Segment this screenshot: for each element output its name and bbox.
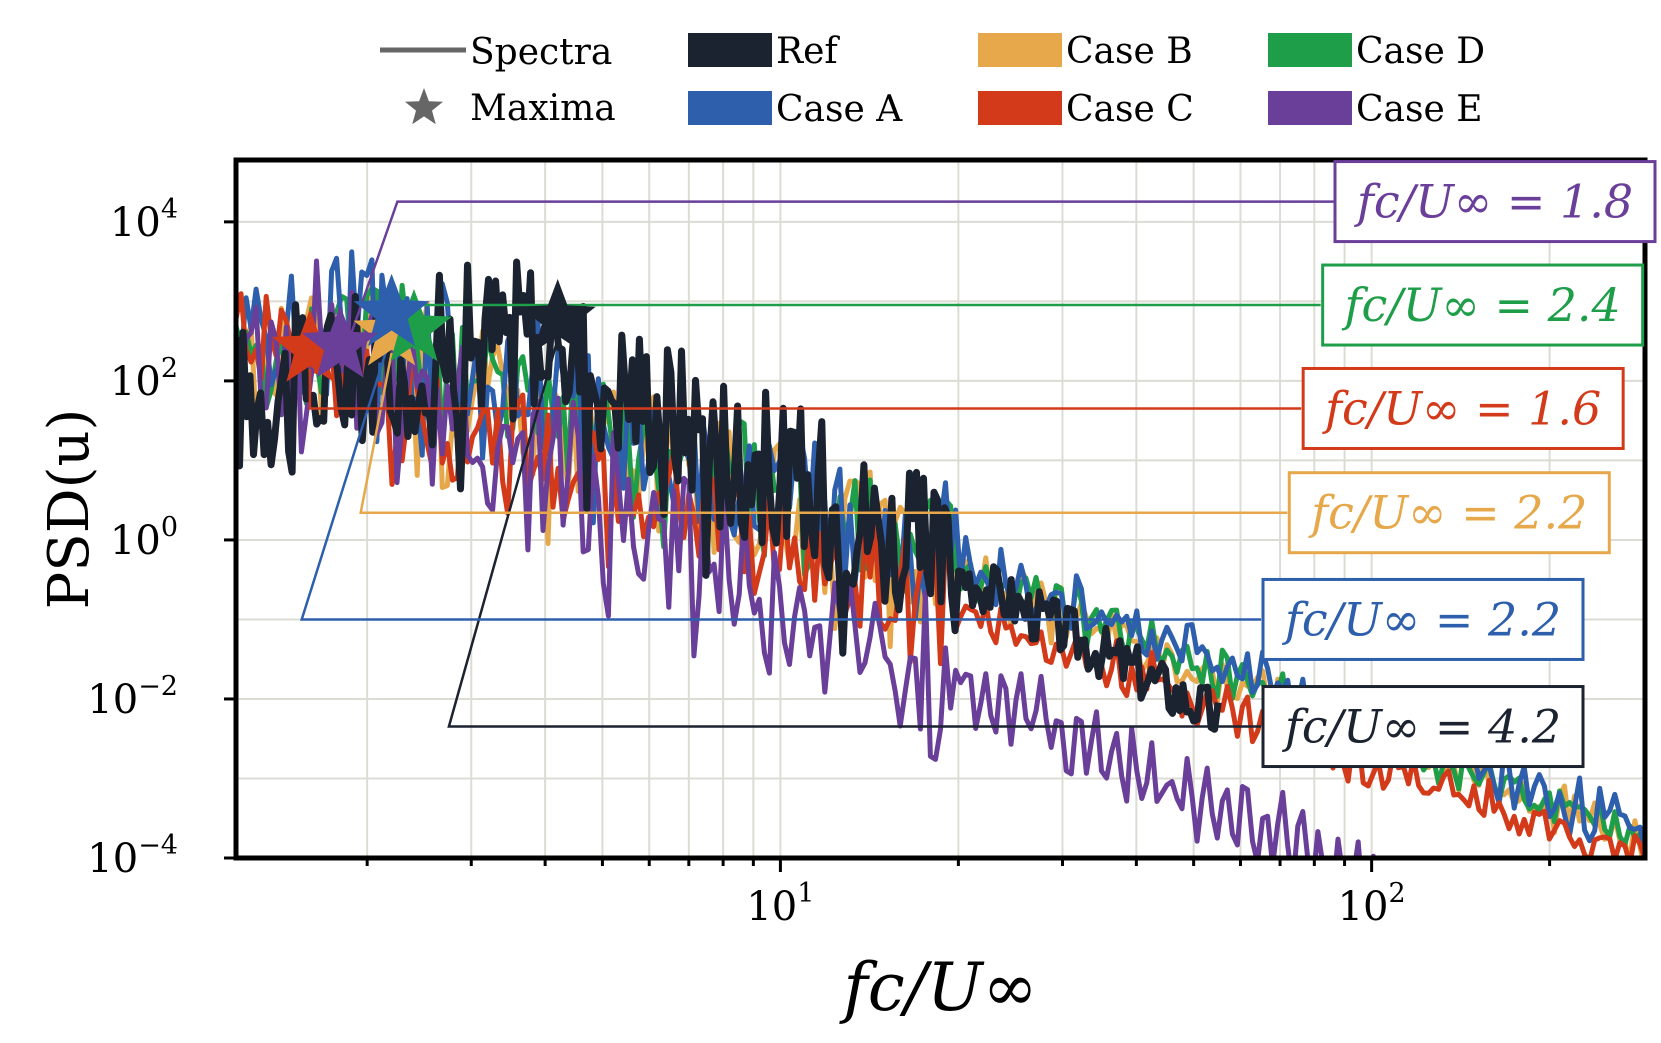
legend-entry-case-e: Case E bbox=[1268, 89, 1483, 130]
peak-label-ref: fc/U∞ = 4.2 bbox=[1261, 685, 1585, 769]
peak-guide-case-c bbox=[308, 369, 1302, 410]
legend-entry-case-c: Case C bbox=[978, 89, 1194, 130]
peak-label-text: fc/U∞ = 1.8 bbox=[1354, 175, 1633, 229]
peak-guide-ref bbox=[447, 338, 1261, 728]
peak-label-case-a: fc/U∞ = 2.2 bbox=[1261, 577, 1585, 661]
peak-label-text: fc/U∞ = 2.2 bbox=[1282, 592, 1561, 646]
svg-text:Maxima: Maxima bbox=[470, 88, 616, 129]
peak-label-text: fc/U∞ = 1.6 bbox=[1322, 381, 1601, 435]
plot-frame bbox=[233, 157, 1648, 861]
svg-text:Case D: Case D bbox=[1356, 31, 1485, 72]
svg-text:Case E: Case E bbox=[1356, 89, 1483, 130]
svg-text:Case C: Case C bbox=[1066, 89, 1194, 130]
svg-text:Ref: Ref bbox=[776, 31, 840, 72]
y-axis-label: PSD(u) bbox=[37, 409, 102, 610]
series-line-case-e bbox=[236, 258, 1377, 858]
peak-guide-case-b bbox=[359, 352, 1288, 514]
legend-entry-maxima: Maxima bbox=[405, 88, 616, 129]
series-line-ref bbox=[236, 258, 1222, 733]
peak-label-text: fc/U∞ = 4.2 bbox=[1282, 700, 1561, 754]
maxima-star-ref bbox=[519, 279, 596, 352]
legend-entry-case-d: Case D bbox=[1268, 31, 1485, 72]
x-axis-ticks: 101 102 bbox=[365, 858, 1552, 930]
y-tick-label: 102 bbox=[110, 353, 178, 405]
peak-label-text: fc/U∞ = 2.2 bbox=[1308, 486, 1587, 540]
svg-text:Case A: Case A bbox=[776, 89, 903, 130]
y-tick-label: 104 bbox=[110, 194, 178, 246]
x-tick-label: 102 bbox=[1338, 878, 1406, 930]
peak-label-case-b: fc/U∞ = 2.2 bbox=[1287, 471, 1611, 555]
legend-entry-ref: Ref bbox=[688, 31, 840, 72]
legend-entry-spectra: Spectra bbox=[380, 32, 612, 73]
maxima-stars bbox=[271, 273, 596, 382]
peak-label-case-c: fc/U∞ = 1.6 bbox=[1301, 366, 1625, 450]
x-axis-label: fc/U∞ bbox=[838, 949, 1037, 1026]
peak-guide-case-a bbox=[299, 333, 1261, 621]
peak-labels: fc/U∞ = 4.2 fc/U∞ = 2.2 fc/U∞ = 2.2 fc/U∞ =… bbox=[1261, 160, 1657, 769]
peak-guide-case-e bbox=[338, 200, 1339, 366]
legend-entry-case-b: Case B bbox=[978, 31, 1193, 72]
series-line-case-c bbox=[236, 291, 1645, 858]
svg-text:Spectra: Spectra bbox=[470, 32, 612, 73]
legend-entry-case-a: Case A bbox=[688, 89, 903, 130]
x-tick-label: 101 bbox=[746, 878, 814, 930]
peak-label-case-e: fc/U∞ = 1.8 bbox=[1333, 160, 1657, 244]
y-tick-label: 100 bbox=[110, 512, 178, 564]
y-tick-label: 10−2 bbox=[87, 671, 178, 723]
peak-label-case-d: fc/U∞ = 2.4 bbox=[1321, 263, 1645, 347]
y-axis-ticks: 104 102 100 10−2 10−4 bbox=[87, 194, 236, 882]
maxima-star-case-d bbox=[375, 289, 452, 362]
maxima-star-case-e bbox=[302, 305, 379, 378]
maxima-star-case-c bbox=[271, 309, 348, 382]
maxima-star-case-a bbox=[353, 273, 430, 347]
svg-text:Case B: Case B bbox=[1066, 31, 1193, 72]
legend: Spectra Maxima Ref Case A Case B Case C Case D… bbox=[380, 31, 1485, 130]
y-tick-label: 10−4 bbox=[87, 830, 178, 882]
peak-label-text: fc/U∞ = 2.4 bbox=[1342, 278, 1621, 332]
